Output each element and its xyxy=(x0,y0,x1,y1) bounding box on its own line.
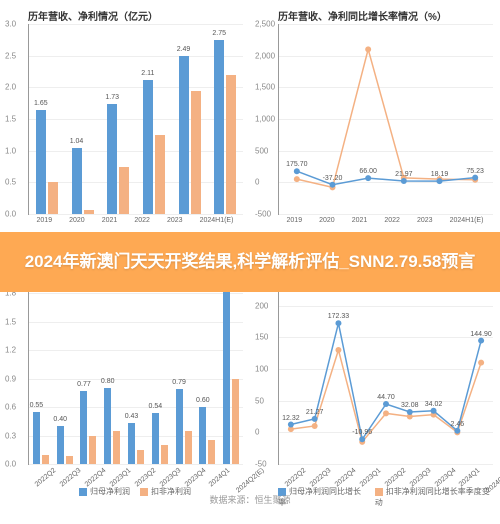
chart-tl-plot: 0.00.51.01.52.02.53.01.651.041.732.112.4… xyxy=(28,24,243,215)
banner-text: 2024年新澳门天天开奖结果,科学解析评估_SNN2.79.58预言 xyxy=(25,251,476,273)
data-source-line: 数据来源：恒生聚源 xyxy=(0,493,500,506)
chart-tl: 历年营收、净利情况（亿元） 0.00.51.01.52.02.53.01.651… xyxy=(0,0,250,250)
chart-br-plot: -5005010015020025012.3221.27172.33-10.96… xyxy=(278,274,493,465)
chart-br-xticks: 2022Q22022Q32022Q42023Q12023Q22023Q32023… xyxy=(278,467,492,474)
chart-tr: 历年营收、净利同比增长率情况（%） -50005001,0001,5002,00… xyxy=(250,0,500,250)
chart-tl-title: 历年营收、净利情况（亿元） xyxy=(28,8,242,22)
chart-bl-xticks: 2022Q22022Q32022Q42023Q12023Q22023Q32023… xyxy=(28,467,242,474)
chart-tr-xticks: 201920202021202220232024H1(E) xyxy=(278,217,492,224)
chart-tr-title: 历年营收、净利同比增长率情况（%） xyxy=(278,8,492,22)
overlay-banner: 2024年新澳门天天开奖结果,科学解析评估_SNN2.79.58预言 xyxy=(0,232,500,292)
chart-bl-plot: 0.00.30.60.91.21.51.80.550.400.770.800.4… xyxy=(28,274,243,465)
chart-tl-xticks: 201920202021202220232024H1(E) xyxy=(28,217,242,224)
chart-tr-plot: -50005001,0001,5002,0002,500175.70-37.20… xyxy=(278,24,493,215)
